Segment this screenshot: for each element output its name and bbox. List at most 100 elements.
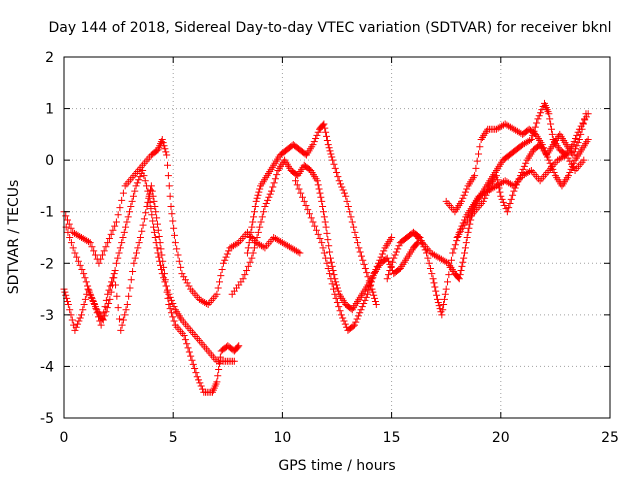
data-point bbox=[91, 303, 99, 311]
data-point bbox=[127, 276, 135, 284]
data-point bbox=[105, 300, 113, 308]
data-point bbox=[95, 259, 103, 267]
data-point bbox=[129, 268, 137, 276]
data-point bbox=[472, 164, 480, 172]
data-point bbox=[273, 171, 281, 179]
data-point bbox=[338, 183, 346, 191]
data-point bbox=[166, 305, 174, 313]
data-point bbox=[107, 230, 115, 238]
data-point bbox=[343, 197, 351, 205]
data-point bbox=[445, 271, 453, 279]
data-point bbox=[549, 165, 557, 173]
data-point bbox=[105, 235, 113, 243]
data-point bbox=[352, 318, 360, 326]
data-point bbox=[131, 187, 139, 195]
data-point bbox=[312, 226, 320, 234]
series-track-6 bbox=[292, 177, 422, 334]
series-track-5 bbox=[228, 156, 396, 314]
data-point bbox=[314, 230, 322, 238]
data-point bbox=[219, 259, 227, 267]
x-tick-label: 10 bbox=[273, 430, 291, 446]
data-point bbox=[216, 278, 224, 286]
data-point bbox=[187, 352, 195, 360]
data-point bbox=[332, 294, 340, 302]
data-point bbox=[133, 249, 141, 257]
data-point bbox=[162, 148, 170, 156]
data-point bbox=[171, 239, 179, 247]
data-point bbox=[131, 254, 139, 262]
data-point bbox=[181, 336, 189, 344]
data-point bbox=[492, 172, 500, 180]
data-point bbox=[125, 292, 133, 300]
data-point bbox=[62, 291, 70, 299]
data-point bbox=[330, 160, 338, 168]
data-point bbox=[245, 239, 253, 247]
data-point bbox=[431, 283, 439, 291]
data-point bbox=[76, 314, 84, 322]
data-point bbox=[152, 208, 160, 216]
data-point bbox=[307, 214, 315, 222]
data-point bbox=[294, 248, 302, 256]
data-point bbox=[67, 239, 75, 247]
data-point bbox=[189, 360, 197, 368]
data-series bbox=[60, 99, 592, 396]
data-point bbox=[230, 357, 238, 365]
data-point bbox=[370, 291, 378, 299]
data-point bbox=[157, 245, 165, 253]
data-point bbox=[368, 278, 376, 286]
y-tick-label: 2 bbox=[45, 50, 54, 66]
data-point bbox=[218, 265, 226, 273]
data-point bbox=[192, 369, 200, 377]
data-point bbox=[309, 141, 317, 149]
data-point bbox=[129, 192, 137, 200]
data-point bbox=[337, 311, 345, 319]
data-point bbox=[362, 293, 370, 301]
x-tick-label: 15 bbox=[383, 430, 401, 446]
data-point bbox=[455, 230, 463, 238]
data-point bbox=[442, 285, 450, 293]
data-point bbox=[171, 231, 179, 239]
data-point bbox=[269, 183, 277, 191]
data-point bbox=[115, 249, 123, 257]
data-point bbox=[336, 307, 344, 315]
data-point bbox=[123, 218, 131, 226]
data-point bbox=[450, 245, 458, 253]
data-point bbox=[550, 169, 558, 177]
data-point bbox=[254, 191, 262, 199]
data-point bbox=[74, 320, 82, 328]
data-point bbox=[328, 280, 336, 288]
data-point bbox=[325, 242, 333, 250]
data-point bbox=[369, 274, 377, 282]
data-point bbox=[371, 297, 379, 305]
data-point bbox=[225, 247, 233, 255]
data-point bbox=[222, 253, 230, 261]
data-point bbox=[534, 115, 542, 123]
data-point bbox=[133, 179, 141, 187]
data-point bbox=[175, 257, 183, 265]
data-point bbox=[347, 213, 355, 221]
data-point bbox=[156, 257, 164, 265]
data-point bbox=[318, 197, 326, 205]
data-point bbox=[350, 223, 358, 231]
data-point bbox=[312, 134, 320, 142]
data-point bbox=[121, 311, 129, 319]
data-point bbox=[62, 212, 70, 220]
data-point bbox=[73, 253, 81, 261]
data-point bbox=[340, 317, 348, 325]
data-point bbox=[316, 189, 324, 197]
data-point bbox=[458, 224, 466, 232]
data-point bbox=[265, 193, 273, 201]
y-tick-label: -2 bbox=[40, 256, 54, 272]
data-point bbox=[569, 151, 577, 159]
data-point bbox=[85, 286, 93, 294]
data-point bbox=[577, 130, 585, 138]
data-point bbox=[185, 282, 193, 290]
data-point bbox=[246, 234, 254, 241]
plot-frame bbox=[63, 56, 611, 419]
data-point bbox=[363, 269, 371, 277]
data-point bbox=[257, 218, 265, 226]
data-point bbox=[159, 139, 167, 147]
data-point bbox=[386, 267, 394, 275]
data-point bbox=[334, 287, 342, 295]
data-point bbox=[471, 172, 479, 180]
